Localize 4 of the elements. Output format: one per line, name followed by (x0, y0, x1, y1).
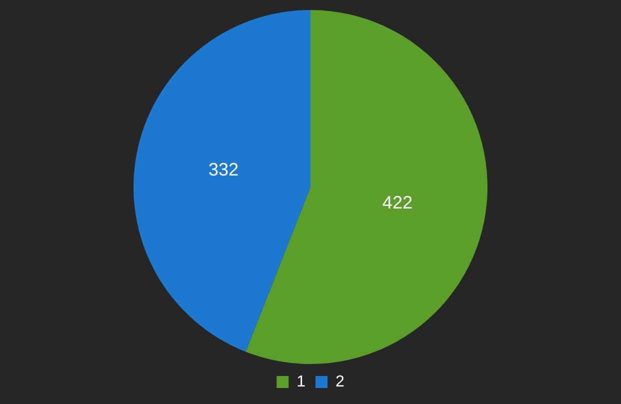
legend-label: 1 (296, 373, 306, 390)
legend-label: 2 (336, 373, 344, 390)
data-label: 422 (382, 192, 412, 212)
data-label: 332 (208, 159, 239, 180)
